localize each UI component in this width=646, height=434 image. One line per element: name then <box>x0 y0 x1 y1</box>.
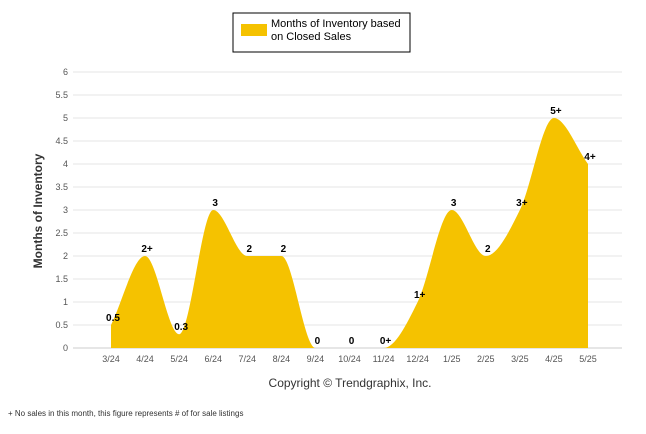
y-tick-label: 1.5 <box>55 274 68 284</box>
area-series <box>111 118 588 348</box>
y-tick-labels: 0 0.5 1 1.5 2 2.5 3 3.5 4 4.5 5 5.5 6 <box>55 67 68 353</box>
data-label: 0 <box>315 336 321 347</box>
x-tick-label: 10/24 <box>338 354 361 364</box>
data-label: 0 <box>349 336 355 347</box>
data-label: 0+ <box>380 336 392 347</box>
x-tick-label: 7/24 <box>239 354 257 364</box>
x-tick-label: 1/25 <box>443 354 461 364</box>
y-tick-label: 4.5 <box>55 136 68 146</box>
area-fill <box>111 118 588 348</box>
y-tick-label: 2 <box>63 251 68 261</box>
data-label: 4+ <box>584 152 596 163</box>
y-tick-label: 0 <box>63 343 68 353</box>
data-labels: 0.5 2+ 0.3 3 2 2 0 0 0+ 1+ 3 2 3+ 5+ 4+ <box>106 106 596 347</box>
data-label: 1+ <box>414 290 426 301</box>
data-label: 5+ <box>550 106 562 117</box>
y-tick-label: 4 <box>63 159 68 169</box>
y-tick-label: 5 <box>63 113 68 123</box>
legend: Months of Inventory based on Closed Sale… <box>232 12 411 53</box>
data-label: 2 <box>485 244 491 255</box>
y-tick-label: 3 <box>63 205 68 215</box>
x-tick-label: 3/25 <box>511 354 529 364</box>
data-label: 3 <box>451 198 457 209</box>
legend-swatch <box>241 24 267 36</box>
y-tick-label: 3.5 <box>55 182 68 192</box>
footnote-text: + No sales in this month, this figure re… <box>8 409 243 418</box>
x-tick-label: 11/24 <box>373 354 395 364</box>
x-tick-label: 2/25 <box>477 354 495 364</box>
x-tick-label: 3/24 <box>102 354 120 364</box>
y-tick-label: 0.5 <box>55 320 68 330</box>
x-tick-label: 8/24 <box>273 354 291 364</box>
data-label: 2 <box>281 244 287 255</box>
x-tick-label: 9/24 <box>307 354 325 364</box>
x-tick-label: 5/25 <box>579 354 597 364</box>
y-tick-label: 5.5 <box>55 90 68 100</box>
data-label: 0.3 <box>174 322 188 333</box>
x-tick-label: 12/24 <box>406 354 429 364</box>
legend-line-1: Months of Inventory based <box>271 18 401 30</box>
y-axis-title: Months of Inventory <box>31 153 45 268</box>
x-tick-label: 4/25 <box>545 354 563 364</box>
x-tick-label: 4/24 <box>136 354 154 364</box>
data-label: 2 <box>247 244 253 255</box>
x-tick-label: 6/24 <box>204 354 222 364</box>
legend-line-2: on Closed Sales <box>271 31 352 43</box>
copyright-text: Copyright © Trendgraphix, Inc. <box>269 376 432 390</box>
data-label: 2+ <box>141 244 153 255</box>
y-tick-label: 6 <box>63 67 68 77</box>
y-tick-label: 1 <box>63 297 68 307</box>
data-label: 3+ <box>516 198 528 209</box>
y-tick-label: 2.5 <box>55 228 68 238</box>
data-label: 3 <box>212 198 218 209</box>
x-tick-label: 5/24 <box>170 354 188 364</box>
x-tick-labels: 3/24 4/24 5/24 6/24 7/24 8/24 9/24 10/24 11/24 12… <box>102 354 597 364</box>
data-label: 0.5 <box>106 313 120 324</box>
